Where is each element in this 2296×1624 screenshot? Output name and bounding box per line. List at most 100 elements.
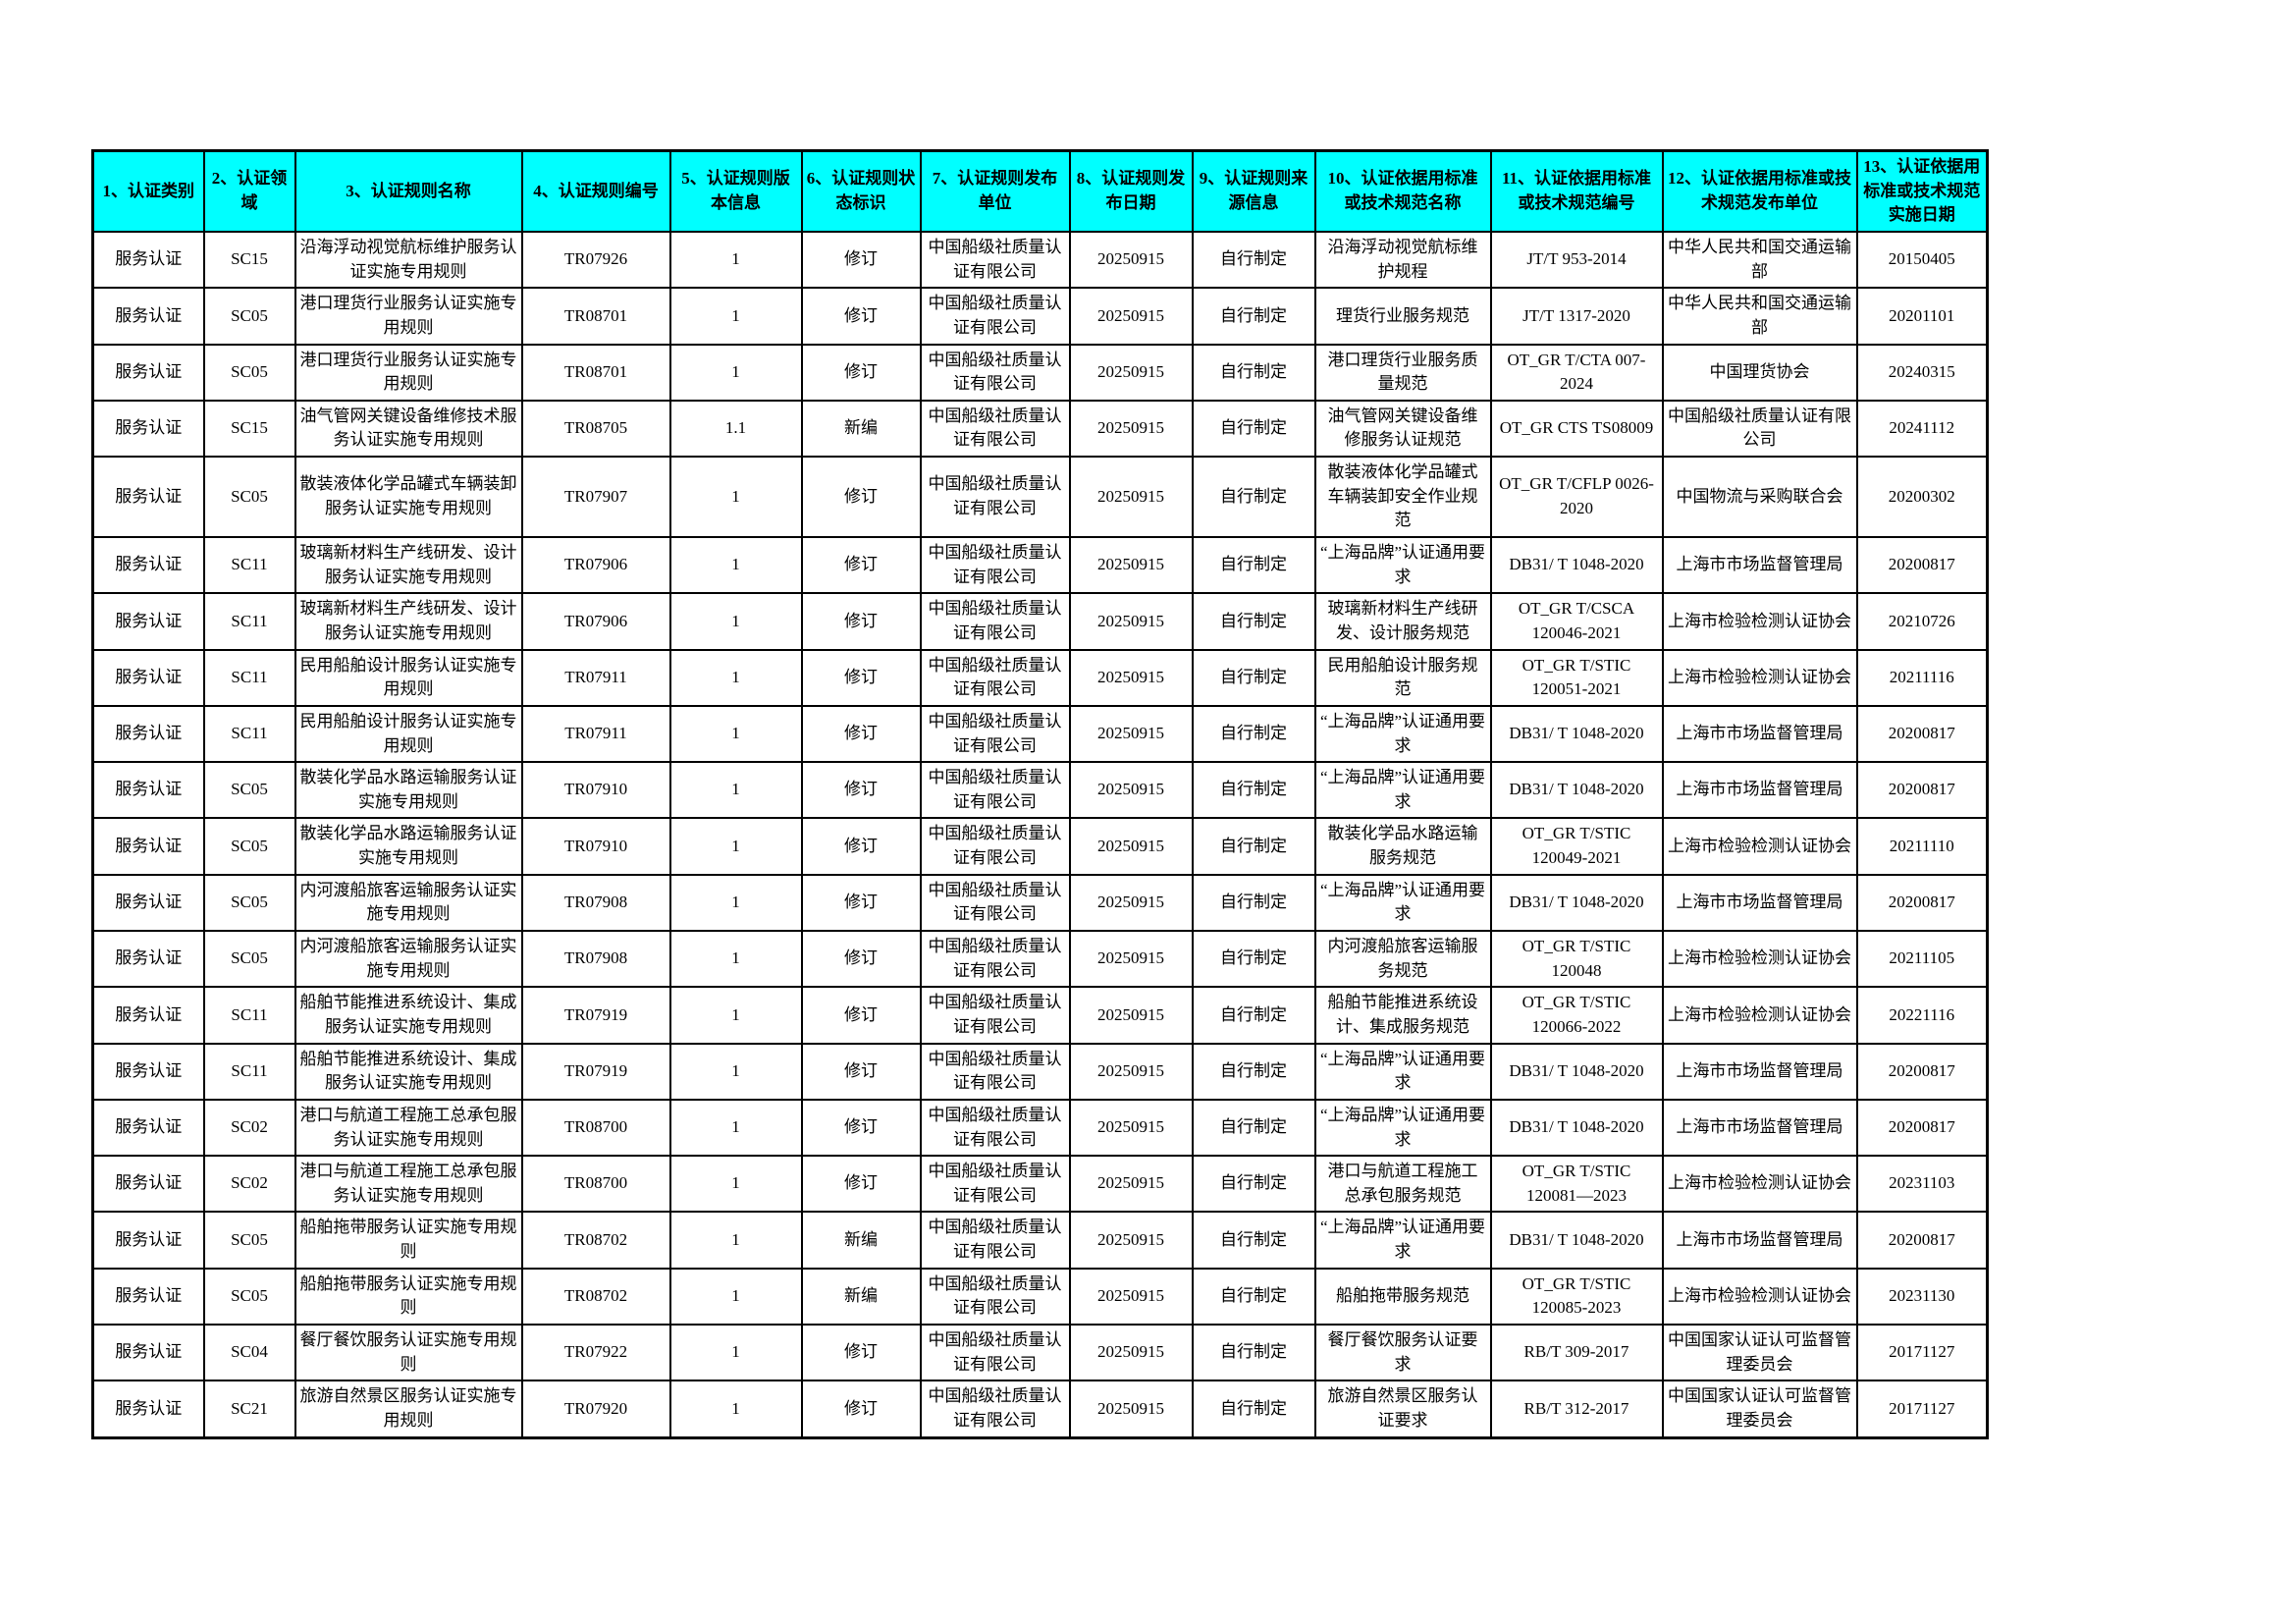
table-cell: DB31/ T 1048-2020 <box>1489 1211 1664 1270</box>
table-cell: 上海市市场监督管理局 <box>1661 1211 1858 1270</box>
table-cell: 修订 <box>800 287 922 346</box>
table-cell: 自行制定 <box>1191 986 1316 1045</box>
table-cell: SC11 <box>202 704 296 764</box>
table-row: 服务认证 SC05 内河渡船旅客运输服务认证实施专用规则 TR07908 1 修订 中国船级… <box>91 873 1989 933</box>
table-cell: 中国船级社质量认证有限公司 <box>919 456 1071 539</box>
table-cell: 修订 <box>800 1155 922 1214</box>
table-cell: 中国船级社质量认证有限公司 <box>919 986 1071 1045</box>
table-cell: 修订 <box>800 343 922 402</box>
table-cell: 中国船级社质量认证有限公司 <box>919 1098 1071 1158</box>
table-cell: 上海市市场监督管理局 <box>1661 704 1858 764</box>
table-cell: 上海市检验检测认证协会 <box>1661 986 1858 1045</box>
table-cell: 油气管网关键设备维修服务认证规范 <box>1313 399 1492 459</box>
table-cell: SC11 <box>202 648 296 707</box>
table-cell: 修订 <box>800 1098 922 1158</box>
table-cell: “上海品牌”认证通用要求 <box>1313 1211 1492 1270</box>
table-cell: 1 <box>668 873 803 933</box>
table-cell: 修订 <box>800 1042 922 1101</box>
table-cell: 沿海浮动视觉航标维护服务认证实施专用规则 <box>294 230 523 290</box>
table-cell: DB31/ T 1048-2020 <box>1489 1098 1664 1158</box>
table-row: 服务认证 SC05 散装液体化学品罐式车辆装卸服务认证实施专用规则 TR07907 1 修… <box>91 456 1989 539</box>
table-row: 服务认证 SC02 港口与航道工程施工总承包服务认证实施专用规则 TR08700 1 修订… <box>91 1098 1989 1158</box>
table-cell: 服务认证 <box>91 1267 205 1326</box>
table-cell: 自行制定 <box>1191 1042 1316 1101</box>
table-cell: 上海市市场监督管理局 <box>1661 536 1858 595</box>
table-cell: 服务认证 <box>91 648 205 707</box>
table-cell: OT_GR CTS TS08009 <box>1489 399 1664 459</box>
table-cell: OT_GR T/STIC 120051-2021 <box>1489 648 1664 707</box>
table-cell: 20200817 <box>1855 704 1989 764</box>
table-cell: 中国船级社质量认证有限公司 <box>919 704 1071 764</box>
table-cell: 服务认证 <box>91 343 205 402</box>
table-cell: 中国船级社质量认证有限公司 <box>919 648 1071 707</box>
table-cell: 服务认证 <box>91 986 205 1045</box>
table-cell: 港口理货行业服务认证实施专用规则 <box>294 287 523 346</box>
table-cell: 港口与航道工程施工总承包服务规范 <box>1313 1155 1492 1214</box>
table-cell: 服务认证 <box>91 536 205 595</box>
table-cell: 修订 <box>800 873 922 933</box>
table-cell: 服务认证 <box>91 1323 205 1382</box>
table-cell: 服务认证 <box>91 230 205 290</box>
table-cell: TR08700 <box>520 1155 671 1214</box>
table-cell: 旅游自然景区服务认证实施专用规则 <box>294 1380 523 1439</box>
header-cell-col-3: 3、认证规则名称 <box>294 149 523 233</box>
table-cell: 港口与航道工程施工总承包服务认证实施专用规则 <box>294 1155 523 1214</box>
table-cell: 中国船级社质量认证有限公司 <box>919 930 1071 989</box>
table-cell: 服务认证 <box>91 1042 205 1101</box>
table-cell: 20171127 <box>1855 1380 1989 1439</box>
table-cell: OT_GR T/CTA 007-2024 <box>1489 343 1664 402</box>
table-cell: 民用船舶设计服务认证实施专用规则 <box>294 648 523 707</box>
table-cell: SC05 <box>202 1211 296 1270</box>
table-cell: 20250915 <box>1068 287 1194 346</box>
table-cell: 中国船级社质量认证有限公司 <box>919 1380 1071 1439</box>
table-cell: 玻璃新材料生产线研发、设计服务规范 <box>1313 592 1492 651</box>
table-cell: 服务认证 <box>91 930 205 989</box>
table-row: 服务认证 SC11 船舶节能推进系统设计、集成服务认证实施专用规则 TR07919 1 修… <box>91 986 1989 1045</box>
table-cell: 自行制定 <box>1191 592 1316 651</box>
table-row: 服务认证 SC05 散装化学品水路运输服务认证实施专用规则 TR07910 1 修订 中国船… <box>91 817 1989 876</box>
table-cell: 服务认证 <box>91 592 205 651</box>
table-cell: “上海品牌”认证通用要求 <box>1313 761 1492 820</box>
table-cell: 修订 <box>800 536 922 595</box>
table-cell: 内河渡船旅客运输服务认证实施专用规则 <box>294 873 523 933</box>
table-cell: 20201101 <box>1855 287 1989 346</box>
table-cell: OT_GR T/STIC 120049-2021 <box>1489 817 1664 876</box>
table-cell: 散装液体化学品罐式车辆装卸安全作业规范 <box>1313 456 1492 539</box>
table-cell: 港口与航道工程施工总承包服务认证实施专用规则 <box>294 1098 523 1158</box>
table-cell: 船舶节能推进系统设计、集成服务认证实施专用规则 <box>294 986 523 1045</box>
table-row: 服务认证 SC11 玻璃新材料生产线研发、设计服务认证实施专用规则 TR07906 1 修… <box>91 592 1989 651</box>
table-cell: 服务认证 <box>91 287 205 346</box>
table-row: 服务认证 SC11 民用船舶设计服务认证实施专用规则 TR07911 1 修订 中国船级社质… <box>91 648 1989 707</box>
table-cell: TR07911 <box>520 704 671 764</box>
table-row: 服务认证 SC11 船舶节能推进系统设计、集成服务认证实施专用规则 TR07919 1 修… <box>91 1042 1989 1101</box>
table-cell: 新编 <box>800 1267 922 1326</box>
table-cell: 1 <box>668 648 803 707</box>
table-cell: 修订 <box>800 1323 922 1382</box>
table-cell: TR07908 <box>520 930 671 989</box>
table-cell: 自行制定 <box>1191 930 1316 989</box>
table-cell: 中国船级社质量认证有限公司 <box>919 1155 1071 1214</box>
table-cell: 餐厅餐饮服务认证实施专用规则 <box>294 1323 523 1382</box>
certification-table: 1、认证类别 2、认证领域 3、认证规则名称 4、认证规则编号 5、认证规则版本信息 6、… <box>91 149 1989 1439</box>
table-cell: 服务认证 <box>91 399 205 459</box>
table-cell: 自行制定 <box>1191 1155 1316 1214</box>
table-cell: 服务认证 <box>91 817 205 876</box>
table-cell: 1 <box>668 1323 803 1382</box>
table-cell: 20250915 <box>1068 930 1194 989</box>
table-cell: OT_GR T/STIC 120048 <box>1489 930 1664 989</box>
table-cell: 玻璃新材料生产线研发、设计服务认证实施专用规则 <box>294 592 523 651</box>
table-cell: 1 <box>668 1267 803 1326</box>
table-cell: TR07908 <box>520 873 671 933</box>
table-cell: 20250915 <box>1068 1380 1194 1439</box>
table-cell: 修订 <box>800 761 922 820</box>
table-cell: 修订 <box>800 986 922 1045</box>
table-cell: TR07919 <box>520 1042 671 1101</box>
table-cell: 散装化学品水路运输服务认证实施专用规则 <box>294 817 523 876</box>
table-cell: SC04 <box>202 1323 296 1382</box>
table-cell: TR07907 <box>520 456 671 539</box>
table-row: 服务认证 SC21 旅游自然景区服务认证实施专用规则 TR07920 1 修订 中国船级社质… <box>91 1380 1989 1439</box>
table-cell: 中国理货协会 <box>1661 343 1858 402</box>
table-cell: TR08700 <box>520 1098 671 1158</box>
table-cell: RB/T 312-2017 <box>1489 1380 1664 1439</box>
table-cell: 1 <box>668 1211 803 1270</box>
